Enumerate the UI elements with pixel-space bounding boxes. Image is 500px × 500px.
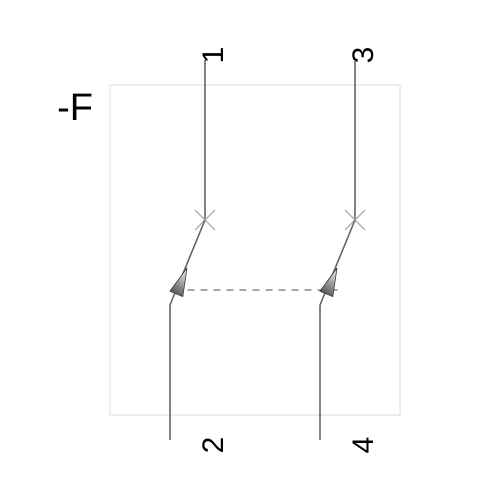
terminal-label-bottom-1: 2 [197, 437, 230, 454]
designator-label: -F [57, 87, 93, 129]
terminal-label-top-1: 1 [197, 47, 230, 64]
terminal-label-top-2: 3 [347, 47, 380, 64]
trip-arrow-icon-1 [170, 268, 187, 297]
terminal-label-bottom-2: 4 [347, 437, 380, 454]
trip-arrow-icon-2 [320, 268, 337, 297]
symbol-frame [110, 85, 400, 415]
circuit-breaker-symbol: -F 1 2 3 4 [0, 0, 500, 500]
